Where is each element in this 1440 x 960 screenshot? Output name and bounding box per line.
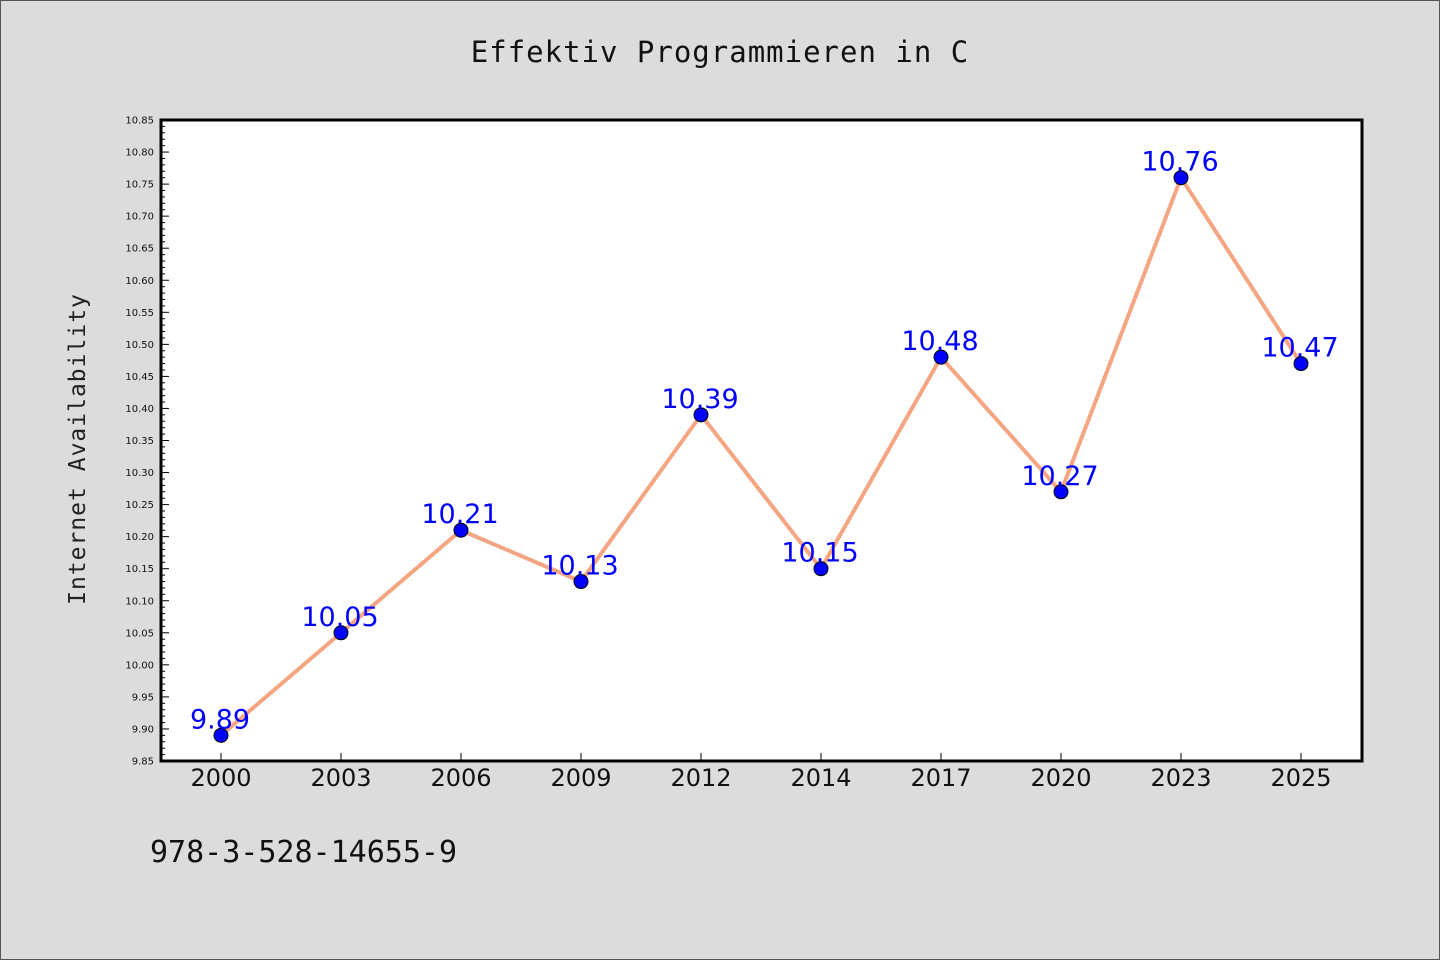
- y-tick-label: 10.60: [125, 276, 154, 287]
- y-tick-label: 10.75: [125, 180, 154, 191]
- axis-ticks: 9.85 9.90 9.95 10.00 10.05 10.10 10.15 10.20 10.…: [125, 116, 1331, 793]
- y-tick-label: 10.00: [125, 660, 154, 671]
- y-tick-label: 10.35: [125, 436, 154, 447]
- x-tick-label: 2006: [430, 764, 491, 792]
- y-tick-label: 10.15: [125, 564, 154, 575]
- data-point: [333, 625, 349, 641]
- y-tick-label: 10.70: [125, 212, 154, 223]
- y-tick-label: 10.20: [125, 532, 154, 543]
- y-tick-label: 10.55: [125, 308, 154, 319]
- data-label: 10.47: [1261, 333, 1338, 364]
- y-tick-label: 10.25: [125, 500, 154, 511]
- data-point: [1053, 484, 1069, 500]
- data-point: [573, 574, 589, 590]
- data-label: 10.21: [421, 499, 498, 530]
- series-group: [213, 170, 1309, 743]
- y-tick-label: 10.10: [125, 596, 154, 607]
- data-point: [933, 349, 949, 365]
- plot-frame: [159, 118, 1364, 763]
- data-label: 10.76: [1141, 147, 1218, 178]
- data-label: 10.48: [901, 326, 978, 357]
- y-tick-label: 10.30: [125, 468, 154, 479]
- y-tick-label: 9.95: [132, 692, 154, 703]
- data-point: [693, 407, 709, 423]
- data-labels: 9.89 10.05 10.21 10.13 10.39 10.15 10.48 10.27 1…: [190, 147, 1339, 736]
- data-label: 10.39: [661, 384, 738, 415]
- data-point: [813, 561, 829, 577]
- series-line: [219, 175, 1303, 738]
- data-point: [1293, 356, 1309, 372]
- isbn-annotation: 978-3-528-14655-9: [150, 835, 458, 870]
- x-tick-label: 2009: [550, 764, 611, 792]
- data-label: 10.15: [781, 538, 858, 569]
- x-tick-label: 2014: [790, 764, 851, 792]
- y-tick-label: 10.50: [125, 340, 154, 351]
- x-tick-label: 2023: [1150, 764, 1211, 792]
- data-label: 9.89: [190, 704, 250, 735]
- x-tick-label: 2000: [190, 764, 251, 792]
- chart-title: Effektiv Programmieren in C: [470, 35, 970, 69]
- data-label: 10.27: [1021, 461, 1098, 492]
- x-tick-label: 2003: [310, 764, 371, 792]
- x-tick-label: 2012: [670, 764, 731, 792]
- y-tick-label: 10.05: [125, 628, 154, 639]
- x-tick-label: 2017: [910, 764, 971, 792]
- x-tick-label: 2020: [1030, 764, 1091, 792]
- y-tick-label: 10.85: [125, 116, 154, 127]
- y-tick-label: 10.40: [125, 404, 154, 415]
- data-point: [453, 522, 469, 538]
- y-tick-label: 10.80: [125, 148, 154, 159]
- x-tick-label: 2025: [1270, 764, 1331, 792]
- data-point: [213, 727, 229, 743]
- y-tick-label: 9.90: [132, 724, 154, 735]
- data-point: [1173, 170, 1189, 186]
- data-label: 10.05: [301, 602, 378, 633]
- data-label: 10.13: [541, 551, 618, 582]
- y-tick-label: 10.45: [125, 372, 154, 383]
- y-tick-label: 10.65: [125, 244, 154, 255]
- y-tick-label: 9.85: [132, 757, 154, 768]
- plot-area: [161, 120, 1362, 761]
